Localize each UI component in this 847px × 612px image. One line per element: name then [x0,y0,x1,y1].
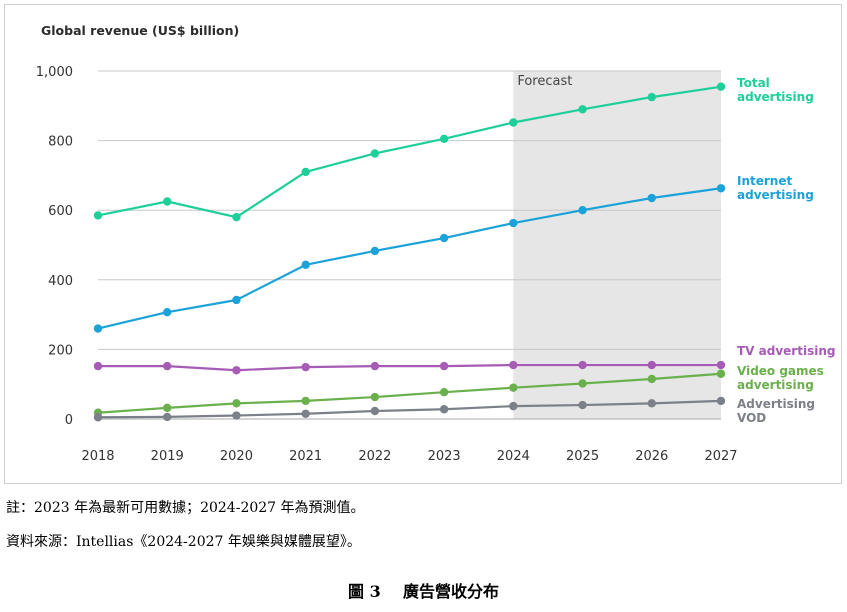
data-point [509,218,518,228]
data-point [163,403,172,413]
series-line [97,187,722,330]
data-point [301,167,310,177]
data-point [439,134,449,144]
data-point [301,396,310,406]
x-tick-label: 2024 [497,449,530,464]
data-point [578,379,587,388]
y-tick-label: 200 [48,343,73,358]
revenue-line-chart: Global revenue (US$ billion) Forecast 0 200… [36,23,836,464]
chart-title: Global revenue (US$ billion) [41,23,239,38]
data-point [578,105,587,114]
data-point [647,374,656,384]
data-point [647,399,656,408]
data-point [716,184,726,193]
data-point [93,361,103,371]
data-point [163,361,172,371]
figure-caption: 圖 3 廣告營收分布 [348,582,499,601]
x-tick-label: 2027 [704,449,737,464]
data-point [370,246,380,256]
data-point [439,405,449,414]
data-point [647,193,656,203]
series-label: Video games advertising [737,364,824,392]
data-point [93,413,103,422]
series-line [97,372,722,414]
data-point [716,369,726,378]
data-point [301,260,310,270]
data-point [578,206,587,215]
data-point [232,399,241,408]
series-label: TV advertising [737,344,835,358]
data-point [93,211,103,220]
data-point [370,406,380,416]
series-line [97,399,722,419]
data-point [232,411,241,420]
y-tick-label: 400 [48,274,73,289]
data-point [509,401,518,411]
series-line [97,85,722,219]
x-tick-label: 2020 [220,449,253,464]
data-point [647,92,656,102]
data-point [370,149,380,158]
y-tick-label: 600 [48,204,73,219]
series-label: Total advertising [737,76,814,104]
x-tick-label: 2018 [81,449,114,464]
data-point [301,362,310,372]
x-tick-label: 2022 [358,449,391,464]
data-point [301,409,310,418]
data-point [439,388,449,397]
series-label: Advertising VOD [737,397,815,425]
y-tick-label: 800 [48,135,73,150]
forecast-label: Forecast [517,74,572,89]
data-point [716,82,726,91]
y-tick-label: 1,000 [36,65,73,80]
series-label: Internet advertising [737,174,814,202]
y-tick-label: 0 [65,413,73,428]
data-point [509,360,518,370]
data-point [232,366,241,375]
forecast-region [513,71,721,419]
chart-panel: Global revenue (US$ billion) Forecast 0 200… [4,4,842,484]
data-point [509,118,518,127]
x-tick-label: 2019 [151,449,184,464]
data-point [647,360,656,370]
x-tick-label: 2021 [289,449,322,464]
x-tick-label: 2026 [635,449,668,464]
data-point [716,360,726,370]
data-point [370,361,380,371]
series-line [98,363,721,372]
data-point [509,383,518,392]
x-tick-label: 2023 [428,449,461,464]
x-tick-label: 2025 [566,449,599,464]
data-point [232,295,241,305]
chart-source: 資料來源：Intellias《2024-2027 年娛樂與媒體展望》。 [6,534,361,550]
data-point [232,212,241,222]
data-point [163,197,172,206]
data-point [370,392,380,402]
data-point [163,412,172,422]
data-point [439,361,449,371]
data-point [578,360,587,370]
data-point [716,396,726,406]
chart-note: 註：2023 年為最新可用數據；2024-2027 年為預測值。 [6,500,365,516]
data-point [163,307,172,317]
data-point [578,400,587,410]
data-point [439,233,449,243]
data-point [93,324,103,333]
